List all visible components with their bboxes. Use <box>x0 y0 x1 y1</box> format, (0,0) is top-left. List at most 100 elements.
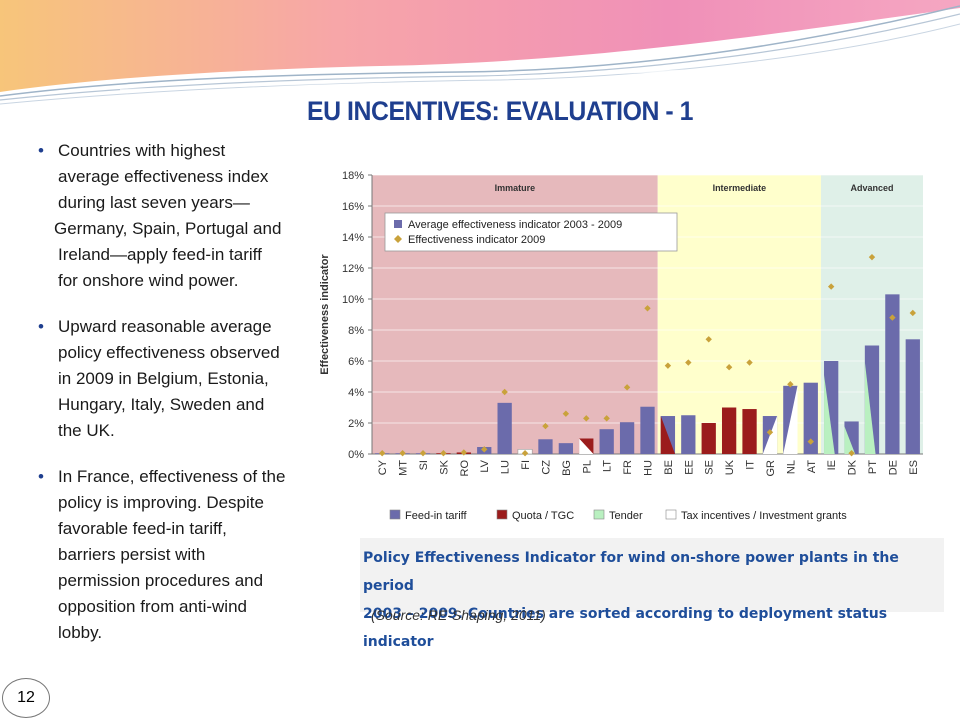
bar <box>558 443 574 454</box>
bar <box>905 339 920 454</box>
support-legend-label: Feed-in tariff <box>405 510 467 522</box>
effectiveness-2009-marker <box>603 415 610 422</box>
bullet-line: favorable feed-in tariff, <box>58 519 227 538</box>
bullet-line: Upward reasonable average <box>58 317 272 336</box>
effectiveness-2009-marker <box>827 283 835 290</box>
legend-label: Effectiveness indicator 2009 <box>408 234 545 246</box>
bullet-line: during last seven years— <box>58 193 250 212</box>
bar-split-overlay <box>579 438 594 454</box>
x-tick-label: BE <box>663 460 675 475</box>
support-legend-swatch <box>496 509 508 520</box>
effectiveness-2009-marker <box>868 253 876 261</box>
support-legend-swatch <box>389 509 401 520</box>
effectiveness-2009-marker <box>909 309 916 317</box>
y-tick-label: 4% <box>348 387 364 399</box>
effectiveness-2009-marker <box>440 450 447 457</box>
effectiveness-2009-marker <box>725 364 733 371</box>
x-tick-label: SE <box>704 460 716 475</box>
support-legend-swatch <box>593 509 605 520</box>
group-label: Advanced <box>850 183 893 193</box>
support-legend-swatch <box>665 509 677 520</box>
effectiveness-2009-marker <box>419 450 427 457</box>
bullet-line: average effectiveness index <box>58 167 269 186</box>
bullet-line: Ireland—apply feed-in tariff <box>58 245 262 264</box>
bullet-line: Hungary, Italy, Sweden and <box>58 395 265 414</box>
support-legend-label: Tender <box>609 510 643 522</box>
slide-title: EU INCENTIVES: EVALUATION - 1 <box>307 96 693 126</box>
bar <box>885 294 900 454</box>
y-tick-label: 18% <box>342 170 364 182</box>
caption-box <box>360 538 944 612</box>
bullet-line: for onshore wind power. <box>58 271 239 290</box>
legend-label: Average effectiveness indicator 2003 - 2… <box>408 219 622 231</box>
bar <box>538 439 553 454</box>
x-tick-label: LV <box>479 459 491 472</box>
bar-split-overlay <box>844 426 856 454</box>
bullet-item: • Upward reasonable average policy effecti… <box>36 314 310 444</box>
bullet-line: in 2009 in Belgium, Estonia, <box>58 369 269 388</box>
bullet-item: • In France, effectiveness of the policy i… <box>36 464 310 646</box>
bar <box>701 423 716 454</box>
y-tick-label: 14% <box>342 232 364 244</box>
y-tick-label: 10% <box>342 294 364 306</box>
bar-split-overlay <box>864 361 876 454</box>
y-tick-label: 16% <box>342 201 364 213</box>
bar <box>721 407 737 454</box>
page-number: 12 <box>2 678 50 718</box>
source-note: (Source: RE-Shaping, 2011) <box>371 607 546 623</box>
y-axis-label: Effectiveness indicator <box>319 254 331 375</box>
bar <box>640 406 655 454</box>
x-tick-label: SK <box>438 459 450 474</box>
bullet-line: barriers persist with <box>58 545 206 564</box>
effectiveness-chart: Immature Intermediate Advanced 0% 2% 4% 6% 8% 10… <box>308 155 960 540</box>
x-tick-label: GR <box>765 460 777 477</box>
effectiveness-2009-marker <box>501 388 508 396</box>
legend-diamond-swatch <box>394 235 402 243</box>
effectiveness-2009-marker <box>807 438 814 445</box>
x-tick-label: UK <box>724 459 736 475</box>
bullet-line: Germany, Spain, Portugal and <box>54 219 282 238</box>
x-tick-label: RO <box>459 460 471 477</box>
bar <box>619 422 635 454</box>
bullet-line: opposition from anti-wind <box>58 597 247 616</box>
x-tick-label: ES <box>908 460 920 475</box>
x-tick-label: BG <box>561 460 573 476</box>
bullet-line: permission procedures and <box>58 571 264 590</box>
bar <box>742 409 757 454</box>
bullet-line: In France, effectiveness of the <box>58 467 286 486</box>
effectiveness-2009-marker <box>399 450 406 457</box>
bar-split-overlay <box>660 416 676 454</box>
support-legend-label: Tax incentives / Investment grants <box>681 510 847 522</box>
effectiveness-2009-marker <box>889 314 896 321</box>
effectiveness-2009-marker <box>460 449 468 456</box>
chart-caption: Policy Effectiveness Indicator for wind … <box>363 544 943 656</box>
x-tick-label: PT <box>867 460 879 474</box>
x-tick-label: DK <box>847 459 859 475</box>
x-tick-label: NL <box>785 460 797 474</box>
bar-split-overlay <box>824 374 835 454</box>
bullet-dot-icon: • <box>38 467 44 486</box>
bar <box>803 382 818 454</box>
x-tick-label: IE <box>826 460 838 470</box>
legend-bar-swatch <box>394 220 402 228</box>
group-label: Intermediate <box>713 183 767 193</box>
bullet-line: lobby. <box>58 623 103 642</box>
bullet-line: policy is improving. Despite <box>58 493 264 512</box>
effectiveness-2009-marker <box>562 410 570 417</box>
x-tick-label: PL <box>581 460 593 473</box>
caption-line-2: 2003 – 2009. Countries are sorted accord… <box>363 606 888 650</box>
bar <box>599 429 614 454</box>
y-tick-label: 6% <box>348 356 364 368</box>
effectiveness-2009-marker <box>644 305 651 312</box>
bullet-line: the UK. <box>58 421 115 440</box>
effectiveness-2009-marker <box>481 446 488 453</box>
effectiveness-2009-marker <box>685 359 692 366</box>
bullet-item: • Countries with highest average effective… <box>36 138 310 294</box>
y-tick-label: 2% <box>348 418 364 430</box>
x-tick-label: LU <box>500 460 512 474</box>
bullet-list: • Countries with highest average effective… <box>36 138 310 666</box>
caption-line-1: Policy Effectiveness Indicator for wind … <box>363 550 899 594</box>
bullet-line: Countries with highest <box>58 141 226 160</box>
y-tick-label: 0% <box>348 449 364 461</box>
legend-box <box>384 212 678 252</box>
